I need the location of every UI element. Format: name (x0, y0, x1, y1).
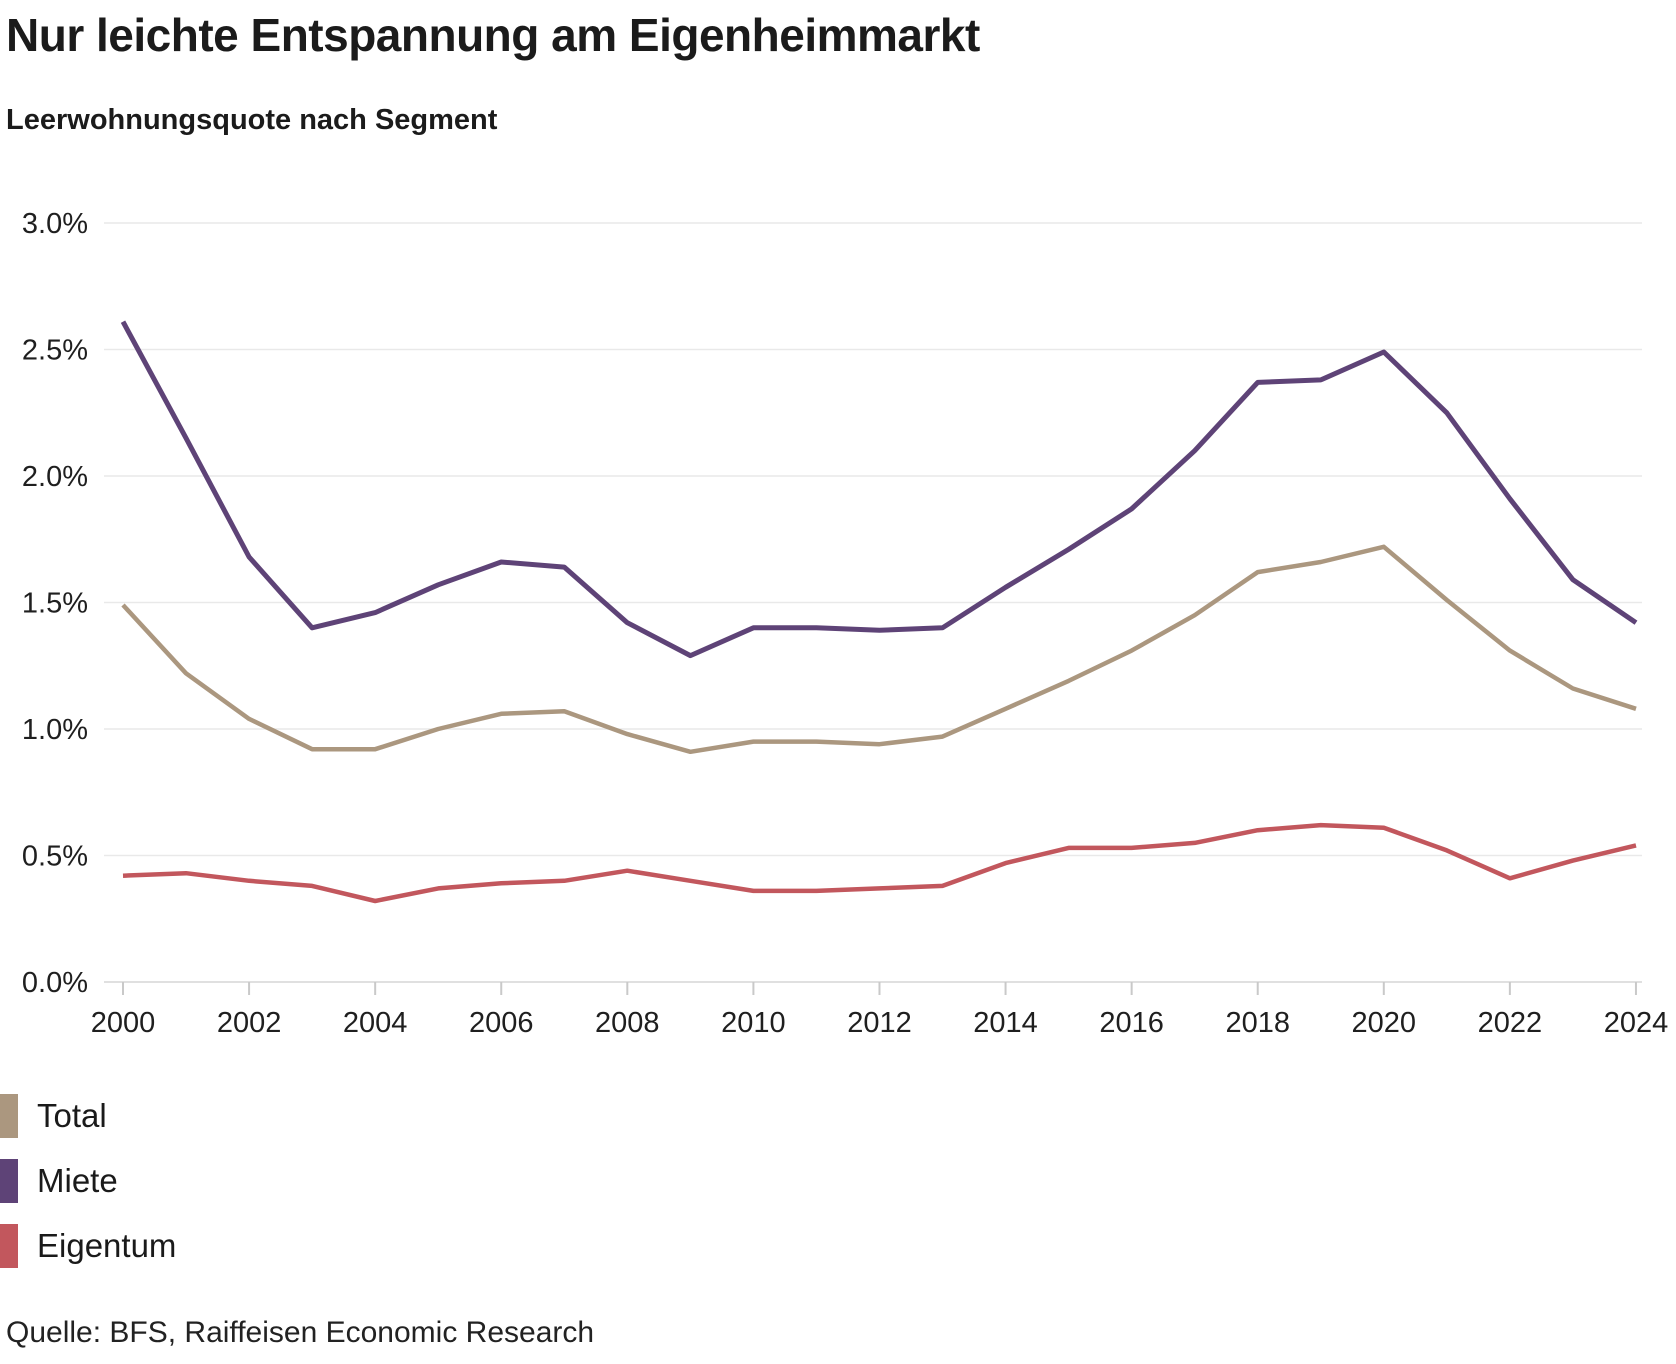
legend-item-total: Total (0, 1094, 176, 1138)
x-axis-label: 2016 (1099, 1007, 1164, 1039)
page-title: Nur leichte Entspannung am Eigenheimmark… (6, 9, 980, 61)
series-line-total (121, 544, 1637, 755)
legend-label-eigentum: Eigentum (37, 1227, 177, 1264)
x-axis-label: 2014 (973, 1007, 1038, 1039)
source-note: Quelle: BFS, Raiffeisen Economic Researc… (6, 1316, 595, 1349)
legend-label-total: Total (37, 1097, 107, 1134)
x-axis-label: 2018 (1225, 1007, 1290, 1039)
series-line-miete (120, 320, 1638, 659)
y-axis-label: 1.0% (22, 714, 88, 746)
y-axis-label: 0.0% (22, 967, 88, 999)
line-chart: 0.0% 0.5% 1.0% 1.5% 2.0% 2.5% 3.0% 2000 2002 2004… (22, 208, 1669, 1039)
x-axis-label: 2000 (91, 1007, 156, 1039)
chart-legend: Total Miete Eigentum (0, 1094, 176, 1268)
x-axis-label: 2012 (847, 1007, 912, 1039)
x-axis-label: 2024 (1604, 1007, 1669, 1039)
total-swatch (0, 1094, 18, 1138)
x-axis-label: 2004 (343, 1007, 408, 1039)
x-axis-label: 2008 (595, 1007, 660, 1039)
x-axis-label: 2022 (1478, 1007, 1543, 1039)
y-axis-label: 0.5% (22, 841, 88, 873)
x-axis-label: 2002 (217, 1007, 282, 1039)
legend-item-eigentum: Eigentum (0, 1224, 176, 1268)
series-line-eigentum (122, 822, 1637, 904)
legend-item-miete: Miete (0, 1159, 176, 1203)
y-axis-label: 2.5% (22, 335, 88, 367)
eigentum-swatch (0, 1224, 18, 1268)
legend-label-miete: Miete (37, 1162, 118, 1199)
x-axis-label: 2020 (1352, 1007, 1417, 1039)
x-axis-label: 2010 (721, 1007, 786, 1039)
y-axis-label: 2.0% (22, 461, 88, 493)
y-axis-label: 1.5% (22, 588, 88, 620)
x-axis-label: 2006 (469, 1007, 534, 1039)
y-axis-label: 3.0% (22, 208, 88, 240)
chart-subtitle: Leerwohnungsquote nach Segment (6, 104, 498, 136)
miete-swatch (0, 1159, 18, 1203)
